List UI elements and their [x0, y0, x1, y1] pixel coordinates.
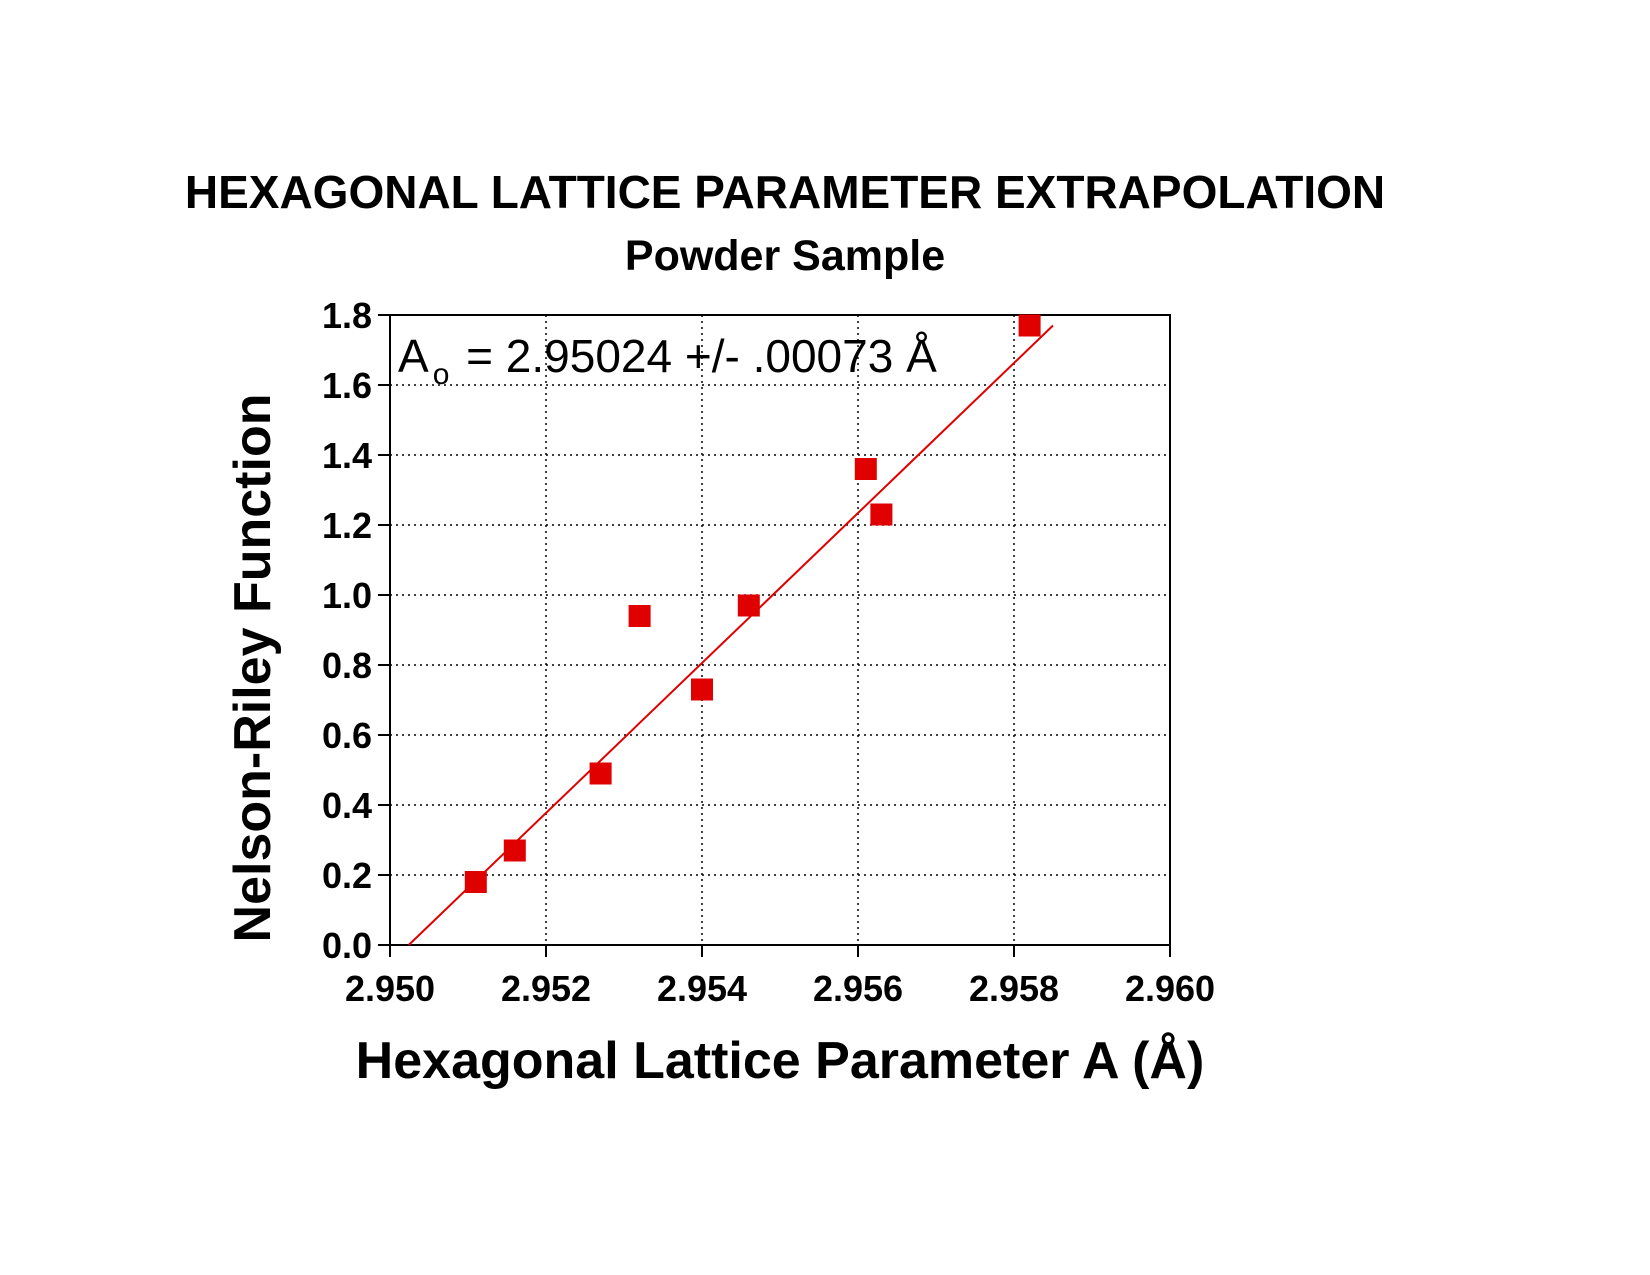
y-tick-label: 0.2: [322, 855, 372, 896]
x-tick-label: 2.952: [501, 968, 591, 1009]
y-tick-labels: 0.0 0.2 0.4 0.6 0.8 1.0 1.2 1.4 1.6 1.8: [322, 295, 372, 966]
annotation-rest: = 2.95024 +/- .00073 Å: [453, 330, 937, 382]
x-tick-label: 2.956: [813, 968, 903, 1009]
y-tick-label: 1.6: [322, 365, 372, 406]
x-tick-label: 2.958: [969, 968, 1059, 1009]
x-axis-label: Hexagonal Lattice Parameter A (Å): [356, 1032, 1205, 1090]
data-point: [870, 503, 893, 526]
data-points: [464, 314, 1041, 893]
y-tick-label: 1.0: [322, 575, 372, 616]
y-tick-label: 0.0: [322, 925, 372, 966]
data-point: [589, 762, 612, 785]
data-point: [503, 839, 526, 862]
chart-subtitle: Powder Sample: [625, 232, 945, 280]
data-point: [464, 871, 487, 893]
data-point: [854, 458, 877, 480]
x-tick-label: 2.954: [657, 968, 747, 1009]
annotation-subscript: o: [433, 358, 450, 391]
y-tick-label: 0.6: [322, 715, 372, 756]
data-point: [628, 605, 651, 627]
y-axis-label: Nelson-Riley Function: [224, 394, 282, 943]
x-tick-labels: 2.950 2.952 2.954 2.956 2.958 2.960: [345, 968, 1215, 1009]
grid-lines: [390, 315, 1170, 945]
x-tick-label: 2.950: [345, 968, 435, 1009]
y-tick-label: 1.4: [322, 435, 372, 476]
y-tick-label: 0.4: [322, 785, 372, 826]
y-tick-label: 1.8: [322, 295, 372, 336]
x-tick-label: 2.960: [1125, 968, 1215, 1009]
data-point: [691, 678, 713, 701]
axis-ticks: [378, 314, 1171, 957]
chart-title: HEXAGONAL LATTICE PARAMETER EXTRAPOLATIO…: [185, 166, 1385, 218]
y-tick-label: 1.2: [322, 505, 372, 546]
data-point: [1018, 314, 1041, 337]
data-point: [737, 594, 760, 617]
y-tick-label: 0.8: [322, 645, 372, 686]
annotation-main: A: [398, 330, 429, 382]
plot-frame: [389, 314, 1171, 946]
